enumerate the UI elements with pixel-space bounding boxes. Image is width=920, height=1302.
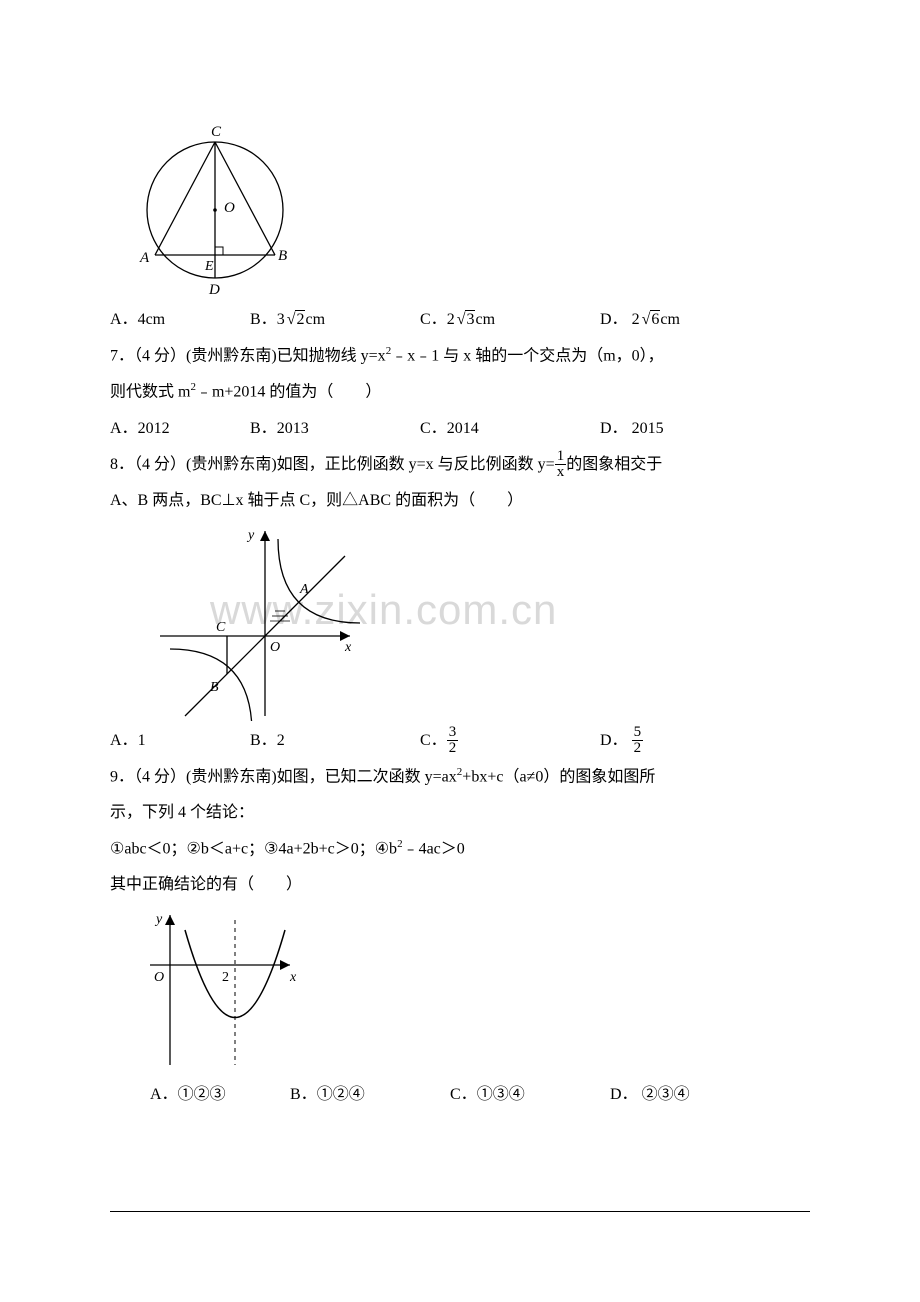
q7-stem-l2b: ﹣m+2014 的值为（ ） <box>196 384 381 401</box>
fig8-A: A <box>299 582 309 597</box>
q9-stem-line4: 其中正确结论的有（ ） <box>110 869 810 901</box>
q8-stem2: 的图象相交于 <box>566 456 662 473</box>
q6-B-rad: 2 <box>295 310 305 328</box>
q9-stem1: 9．（4 分）(贵州黔东南)如图，已知二次函数 y=ax <box>110 768 457 785</box>
footer-rule <box>110 1211 810 1212</box>
label-D: D <box>208 282 220 298</box>
fig8-y: y <box>246 528 255 543</box>
q9-figure: O x y 2 <box>140 905 810 1075</box>
fig8-O: O <box>270 640 280 655</box>
q6-C-suf: cm <box>475 311 495 328</box>
q7-B: 2013 <box>277 420 309 437</box>
q7-stem1: 7．（4 分）(贵州黔东南)已知抛物线 y=x <box>110 347 386 364</box>
q7-D: 2015 <box>632 420 664 437</box>
fig9-y: y <box>154 912 163 927</box>
q9-choices: A．①②③ B．①②④ C．①③④ D． ②③④ <box>150 1079 810 1111</box>
q9-stem-line1: 9．（4 分）(贵州黔东南)如图，已知二次函数 y=ax2+bx+c（a≠0）的… <box>110 761 810 793</box>
q8-D-d: 2 <box>632 741 644 756</box>
q8-A: 1 <box>138 732 146 749</box>
fig9-x: x <box>289 970 297 985</box>
q9-B: ①②④ <box>317 1086 365 1103</box>
q7-C: 2014 <box>447 420 479 437</box>
label-C: C <box>211 124 222 140</box>
q9-stem-line2: 示，下列 4 个结论： <box>110 797 810 829</box>
q8-D-n: 5 <box>632 725 644 741</box>
q9-l3b: ﹣4ac＞0 <box>403 840 465 857</box>
q8-stem1: 8．（4 分）(贵州黔东南)如图，正比例函数 y=x 与反比例函数 y= <box>110 456 555 473</box>
q8-stem-line2: A、B 两点，BC⊥x 轴于点 C，则△ABC 的面积为（ ） <box>110 485 810 517</box>
q7-stem-line2: 则代数式 m2﹣m+2014 的值为（ ） <box>110 376 810 408</box>
q6-B-suf: cm <box>305 311 325 328</box>
q6-figure: C O A B E D <box>120 110 810 300</box>
label-A: A <box>139 250 150 266</box>
q8-choices: A．1 B．2 C．32 D． 52 <box>110 725 810 757</box>
q9-D: ②③④ <box>642 1086 690 1103</box>
label-B: B <box>278 248 287 264</box>
q9-stem2: +bx+c（a≠0）的图象如图所 <box>462 768 655 785</box>
q7-stem-line1: 7．（4 分）(贵州黔东南)已知抛物线 y=x2﹣x﹣1 与 x 轴的一个交点为… <box>110 340 810 372</box>
q7-stem2: ﹣x﹣1 与 x 轴的一个交点为（m，0）， <box>391 347 663 364</box>
q8-C-d: 2 <box>447 741 459 756</box>
q8-stem-line1: 8．（4 分）(贵州黔东南)如图，正比例函数 y=x 与反比例函数 y=1x的图… <box>110 449 810 481</box>
q7-stem-l2a: 则代数式 m <box>110 384 190 401</box>
q6-choices: A．4cm B．32cm C．23cm D． 26cm <box>110 304 810 336</box>
q8-figure: A B C O x y <box>150 521 380 721</box>
fig8-C: C <box>216 620 226 635</box>
q9-l3a: ①abc＜0；②b＜a+c；③4a+2b+c＞0；④b <box>110 840 397 857</box>
fig9-O: O <box>154 970 164 985</box>
fig8-B: B <box>210 680 219 695</box>
q6-D-pre: 2 <box>632 311 640 328</box>
q6-D-suf: cm <box>660 311 680 328</box>
q6-C-rad: 3 <box>465 310 475 328</box>
fig9-two: 2 <box>222 970 229 985</box>
q6-A: 4cm <box>138 311 166 328</box>
q9-A: ①②③ <box>178 1086 226 1103</box>
q6-B-pre: 3 <box>277 311 285 328</box>
label-E: E <box>204 259 214 274</box>
q8-B: 2 <box>277 732 285 749</box>
q8-frac-d: x <box>555 465 567 480</box>
q9-C: ①③④ <box>477 1086 525 1103</box>
q8-frac-n: 1 <box>555 449 567 465</box>
q9-stem-line3: ①abc＜0；②b＜a+c；③4a+2b+c＞0；④b2﹣4ac＞0 <box>110 833 810 865</box>
q7-A: 2012 <box>138 420 170 437</box>
fig8-x: x <box>344 640 352 655</box>
q6-D-rad: 6 <box>650 310 660 328</box>
q6-C-pre: 2 <box>447 311 455 328</box>
q8-C-n: 3 <box>447 725 459 741</box>
q7-choices: A．2012 B．2013 C．2014 D． 2015 <box>110 413 810 445</box>
label-O: O <box>224 200 235 216</box>
